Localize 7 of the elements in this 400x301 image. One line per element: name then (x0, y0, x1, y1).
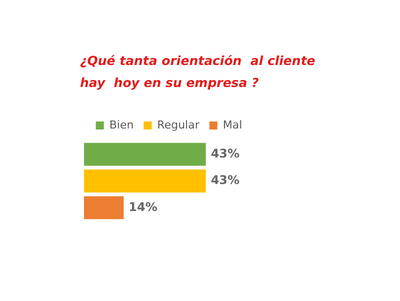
legend-label: Mal (222, 118, 242, 132)
legend-label: Regular (157, 118, 200, 132)
data-label: 43% (210, 173, 240, 188)
chart-title: ¿Qué tanta orientación al cliente hay hoy en su empresa ? (80, 52, 316, 92)
data-label: 43% (210, 146, 240, 160)
legend-label: Bien (109, 118, 134, 132)
data-label: 14% (128, 200, 158, 214)
